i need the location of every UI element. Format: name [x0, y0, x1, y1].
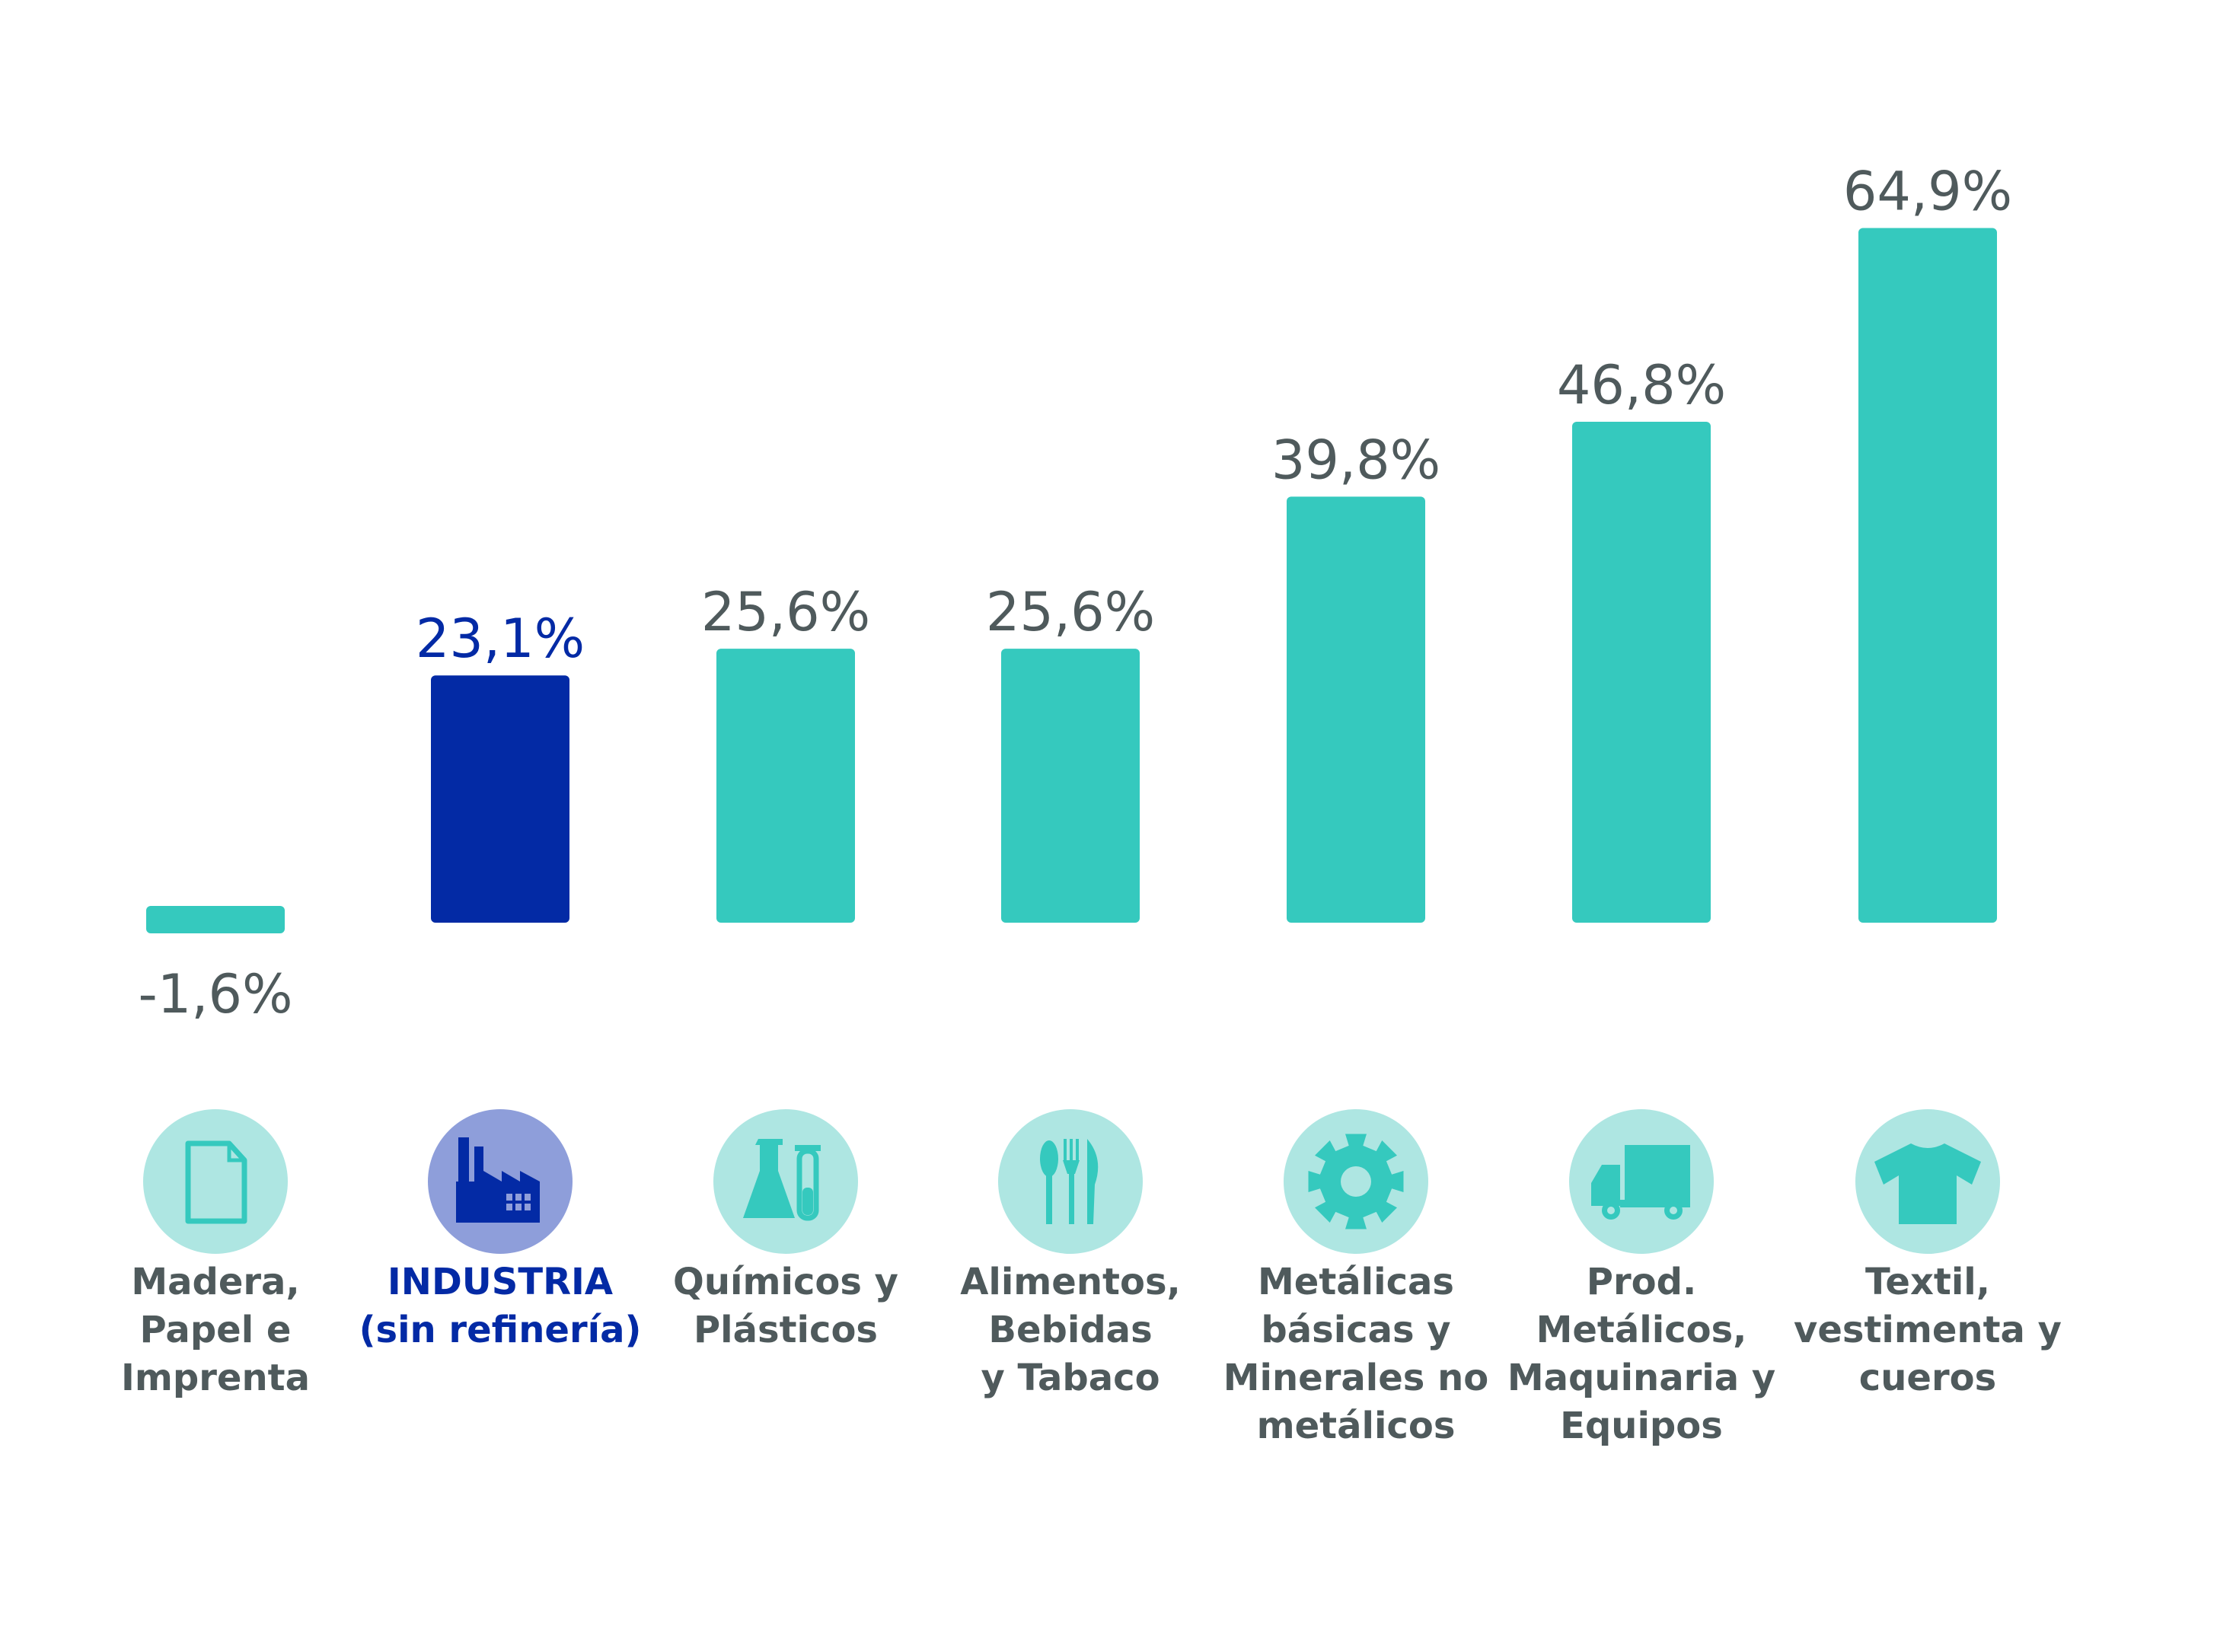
value-label-2: 23,1% [416, 608, 585, 670]
shirt-icon [1855, 1109, 2000, 1254]
bar-1 [146, 906, 285, 933]
factory-icon [428, 1109, 573, 1254]
category-label-7: Textil, vestimenta y cueros [1794, 1261, 2062, 1399]
cutlery-icon [998, 1109, 1143, 1254]
category-label-4: Alimentos, Bebidas y Tabaco [960, 1261, 1181, 1399]
category-label-1: Madera, Papel e Imprenta [121, 1261, 310, 1399]
value-label-1: -1,6% [138, 963, 292, 1025]
value-label-3: 25,6% [701, 581, 870, 643]
flask-icon [713, 1109, 858, 1254]
value-label-5: 39,8% [1271, 429, 1440, 491]
category-label-2: INDUSTRIA (sin refinería) [359, 1261, 642, 1351]
value-label-7: 64,9% [1843, 161, 2012, 223]
gear-icon [1284, 1109, 1428, 1254]
category-label-6: Prod. Metálicos, Maquinaria y Equipos [1507, 1261, 1775, 1447]
value-label-6: 46,8% [1557, 354, 1726, 416]
bar-3 [716, 649, 855, 923]
bar-7 [1858, 228, 1997, 923]
bar-4 [1001, 649, 1140, 923]
category-label-5: Metálicas básicas y Minerales no metálicos [1223, 1261, 1488, 1447]
bar-5 [1287, 496, 1425, 923]
category-label-3: Químicos y Plásticos [673, 1261, 898, 1351]
value-label-4: 25,6% [986, 581, 1155, 643]
bar-6 [1572, 421, 1711, 923]
truck-icon [1569, 1109, 1714, 1254]
document-icon [143, 1109, 288, 1254]
bar-2 [431, 675, 569, 923]
